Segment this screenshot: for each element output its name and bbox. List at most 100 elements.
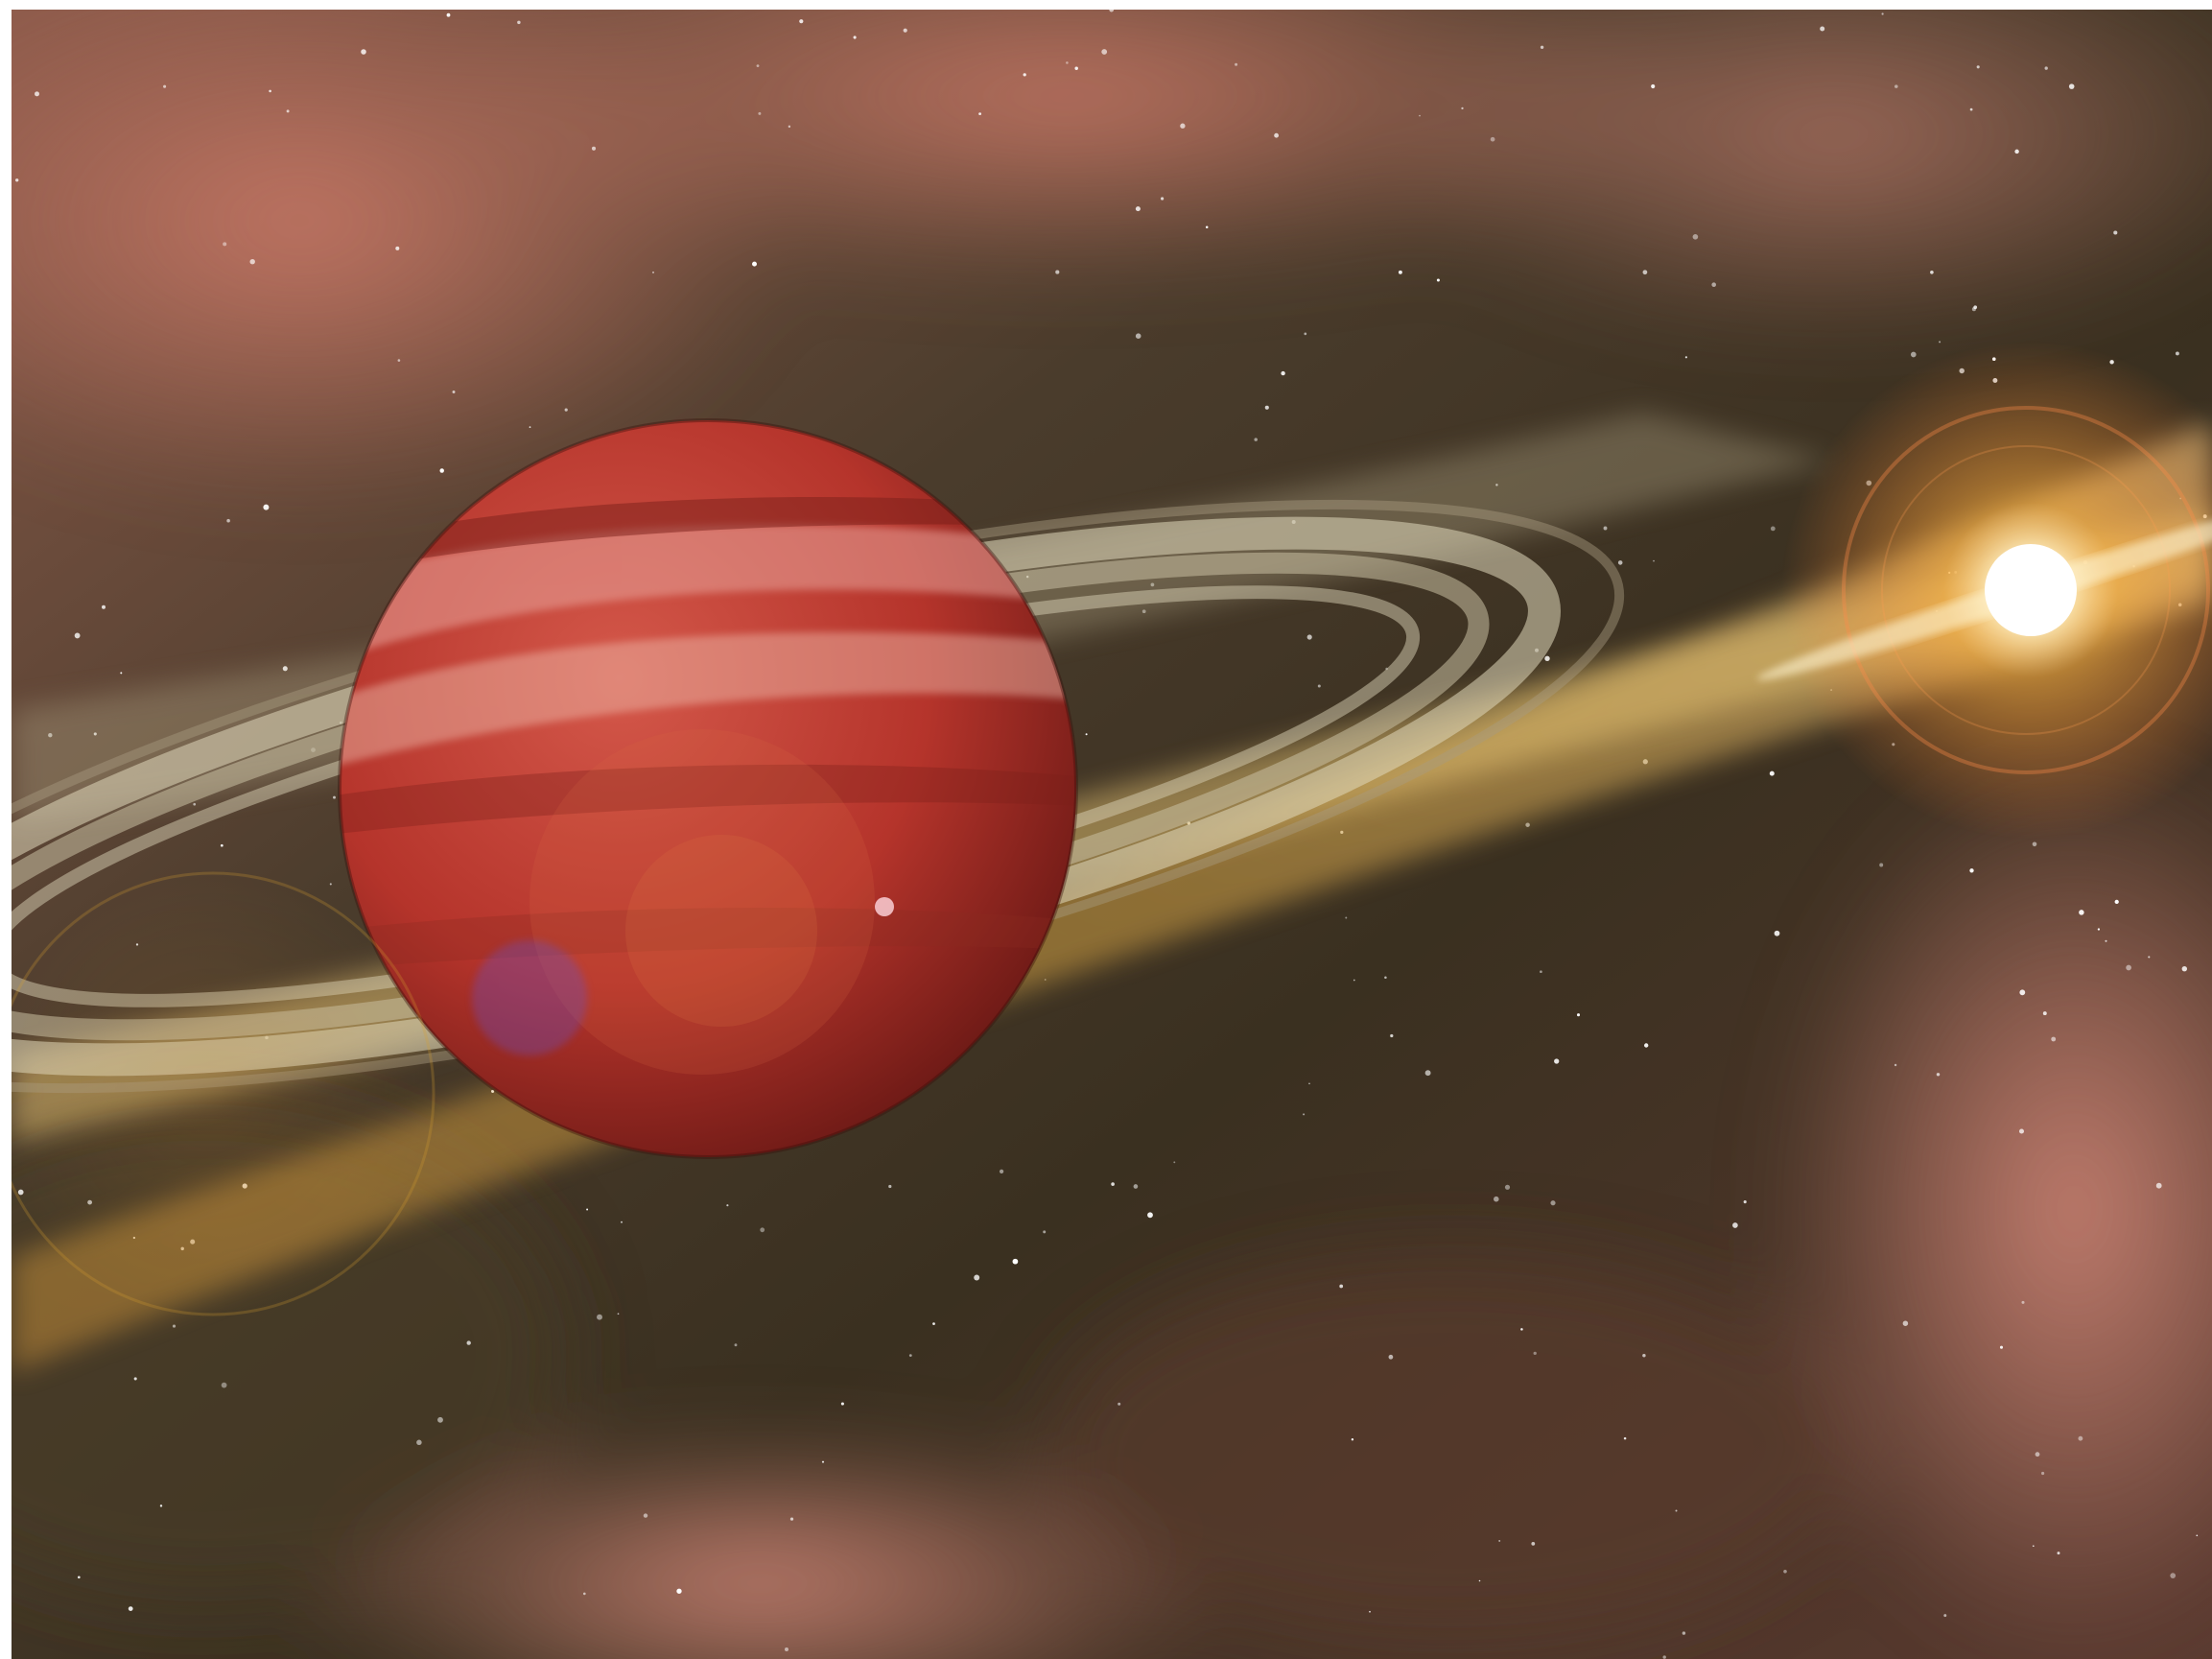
star-dot [1554,1058,1560,1064]
star-dot [446,12,451,17]
space-illustration [12,10,2212,1659]
gas-giant [338,418,1078,1159]
star-dot [1161,197,1165,201]
star-dot [1043,1230,1047,1234]
star-dot [1525,822,1530,827]
star-dot [2032,1545,2035,1548]
star-dot [1317,684,1321,688]
star-dot [1304,332,1307,336]
star-dot [2014,149,2019,154]
star-dot [2170,1573,2177,1578]
star-dot [1419,114,1421,117]
star-dot [163,84,167,88]
star-dot [1936,1073,1941,1077]
star-dot [821,1460,825,1463]
star-dot [2044,66,2048,70]
star-dot [888,1184,892,1189]
star-dot [1973,305,1978,310]
star-dot [2196,1534,2199,1537]
star-dot [437,1416,443,1423]
star-dot [2019,989,2026,996]
star-dot [1490,136,1495,142]
star-dot [74,632,81,639]
star-dot [1023,73,1026,77]
star-dot [1478,1579,1481,1582]
star-dot [1118,1402,1121,1406]
star-dot [756,64,760,67]
star-dot [1111,1182,1115,1186]
star-dot [249,258,255,265]
star-dot [221,1382,227,1388]
star-dot [1770,526,1776,532]
star-dot [2042,1011,2047,1016]
star-dot [172,1324,176,1328]
star-dot [1339,1284,1344,1289]
star-dot [1820,26,1825,32]
star-dot [1969,868,1974,873]
star-dot [978,112,982,116]
star-dot [1783,1570,1787,1574]
star-dot [466,1340,471,1345]
star-dot [416,1439,422,1446]
star-dot [788,125,791,129]
star-dot [77,1576,81,1579]
star-dot [785,1647,788,1651]
star-dot [1390,1033,1394,1038]
star-dot [529,426,531,428]
star-dot [758,111,762,115]
star-dot [676,1588,682,1594]
star-dot [2079,910,2084,915]
star-dot [1135,333,1141,340]
star-dot [1180,123,1186,129]
star-dot [1692,233,1699,240]
star-dot [582,1592,586,1596]
star-dot [1642,270,1648,275]
star-dot [1369,1610,1371,1613]
star-dot [333,795,336,799]
star-dot [2021,1300,2025,1304]
star-dot [1769,770,1775,776]
star-dot [2114,899,2119,905]
star-dot [2078,1435,2083,1441]
star-dot [1930,270,1934,274]
star-dot [361,49,366,55]
star-dot [133,1377,137,1381]
star-dot [397,359,401,362]
star-dot [2175,351,2179,356]
star-dot [932,1322,935,1325]
star-dot [1976,65,1980,69]
star-dot [1651,83,1656,89]
star-dot [1133,1184,1139,1189]
star-dot [1675,1509,1678,1512]
star-dot [591,146,597,151]
star-dot [1012,1258,1019,1265]
star-dot [2097,928,2101,931]
star-dot [1999,1345,2004,1349]
star-dot [1682,1631,1686,1635]
star-dot [1205,225,1209,228]
star-dot [2057,1552,2060,1555]
star-dot [799,19,804,24]
star-dot [1894,84,1898,88]
star-dot [286,109,290,113]
star-dot [1353,979,1355,982]
star-dot [1074,66,1078,70]
star-dot [1235,62,1238,66]
star-dot [999,1169,1004,1174]
star-dot [35,91,39,97]
star-dot [1306,634,1312,640]
star-dot [2126,964,2131,971]
space-scene-canvas [12,10,2212,1659]
star-dot [903,28,907,33]
star-dot [102,604,106,609]
star-dot [2181,966,2187,972]
star-dot [760,1227,765,1233]
star-dot [621,1221,623,1223]
star-dot [726,1204,729,1207]
star-dot [223,242,227,247]
star-dot [2035,1452,2040,1458]
star-dot [1264,405,1269,410]
star-dot [1351,1438,1354,1441]
star-dot [1732,1222,1738,1228]
star-dot [1939,341,1941,344]
